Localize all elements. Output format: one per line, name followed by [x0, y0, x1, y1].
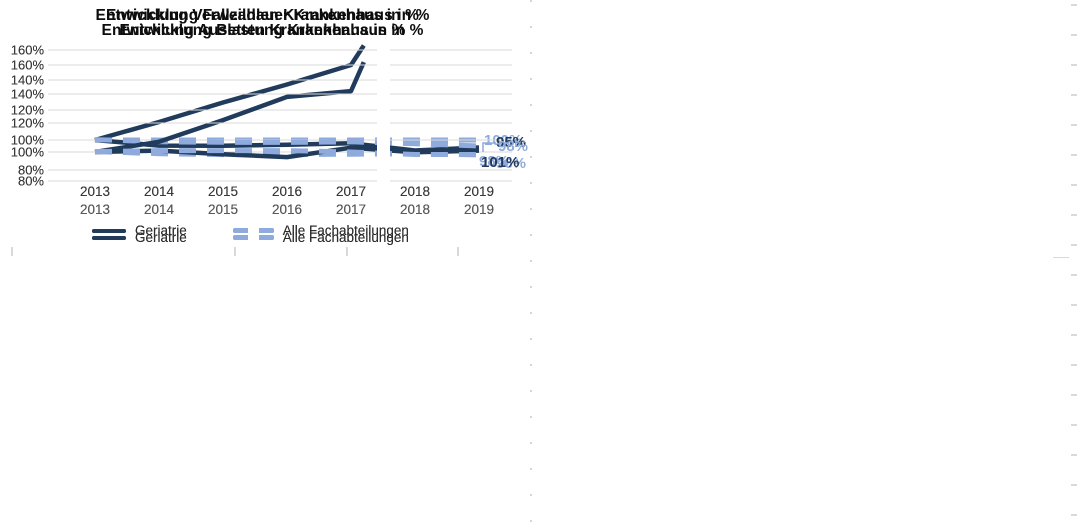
chart-title-betten: Entwicklung Betten Krankenhaus in %	[119, 22, 406, 39]
svg-text:2014: 2014	[144, 184, 175, 199]
alle-fachabteilungen-line-swatch	[232, 228, 274, 233]
svg-text:140%: 140%	[11, 73, 45, 88]
row-border-dash	[1053, 257, 1069, 258]
svg-text:2014: 2014	[144, 184, 175, 199]
svg-text:160%: 160%	[11, 43, 45, 58]
svg-text:2016: 2016	[272, 202, 302, 217]
svg-text:2014: 2014	[144, 202, 175, 217]
legend-label-alle-fachabteilungen: Alle Fachabteilungen	[282, 230, 409, 245]
geriatrie-line-swatch	[92, 235, 126, 240]
svg-text:120%: 120%	[11, 116, 45, 131]
svg-text:140%: 140%	[11, 73, 45, 88]
svg-text:2018: 2018	[400, 184, 430, 199]
svg-text:120%: 120%	[11, 103, 45, 118]
svg-text:2016: 2016	[272, 184, 302, 199]
chart-betten: Entwicklung Betten Krankenhaus in % 160%…	[0, 0, 539, 263]
svg-text:2015: 2015	[208, 202, 238, 217]
chart-legend: Geriatrie Alle Fachabteilungen	[92, 223, 409, 238]
svg-text:140%: 140%	[11, 87, 45, 102]
svg-text:2016: 2016	[272, 202, 302, 217]
svg-text:100%: 100%	[11, 133, 45, 148]
row-border-tick	[457, 247, 459, 256]
svg-text:2019: 2019	[464, 202, 494, 217]
legend-label-geriatrie: Geriatrie	[135, 223, 187, 238]
svg-text:100%: 100%	[11, 145, 45, 160]
svg-text:80%: 80%	[18, 163, 44, 178]
legend-label-alle-fachabteilungen: Alle Fachabteilungen	[282, 230, 409, 245]
svg-text:2017: 2017	[336, 202, 366, 217]
svg-text:140%: 140%	[11, 87, 45, 102]
svg-text:2018: 2018	[400, 202, 430, 217]
svg-text:2018: 2018	[400, 202, 430, 217]
svg-text:2015: 2015	[208, 184, 238, 199]
svg-text:100%: 100%	[11, 133, 45, 148]
legend-label-geriatrie: Geriatrie	[135, 223, 187, 238]
svg-text:80%: 80%	[18, 174, 44, 189]
legend-label-alle-fachabteilungen: Alle Fachabteilungen	[282, 223, 409, 238]
svg-text:2018: 2018	[400, 184, 430, 199]
svg-text:2013: 2013	[80, 184, 110, 199]
svg-text:120%: 120%	[11, 116, 45, 131]
svg-text:2014: 2014	[144, 202, 175, 217]
svg-text:98%: 98%	[498, 138, 528, 155]
chart-verweildauer: Entwicklung Verweildauer Krankenhaus in …	[0, 0, 539, 262]
table-border-dots-right	[1071, 4, 1077, 525]
svg-text:96%: 96%	[496, 155, 526, 172]
chart-auslastung: Entwicklung Auslastung Krankenhaus in % …	[0, 0, 539, 263]
chart-legend: Geriatrie Alle Fachabteilungen	[92, 230, 409, 245]
svg-text:2015: 2015	[208, 184, 238, 199]
svg-text:80%: 80%	[18, 174, 44, 189]
svg-text:120%: 120%	[11, 103, 45, 118]
legend-label-geriatrie: Geriatrie	[135, 230, 187, 245]
svg-text:160%: 160%	[11, 43, 45, 58]
legend-label-geriatrie: Geriatrie	[135, 230, 187, 245]
geriatrie-line-swatch	[92, 228, 126, 233]
chart-title-verweildauer: Entwicklung Verweildauer Krankenhaus in …	[95, 7, 430, 24]
svg-text:2019: 2019	[464, 202, 494, 217]
legend-label-alle-fachabteilungen: Alle Fachabteilungen	[282, 223, 409, 238]
svg-text:160%: 160%	[11, 58, 45, 73]
chart-title-fallzahlen: Entwicklung Fallzahlen Krankenhaus in %	[105, 7, 420, 24]
svg-text:80%: 80%	[18, 163, 44, 178]
row-border-tick	[346, 247, 348, 256]
row-border-tick	[234, 247, 236, 256]
svg-text:2017: 2017	[336, 184, 366, 199]
svg-text:2017: 2017	[336, 184, 366, 199]
svg-text:95%: 95%	[496, 134, 526, 151]
svg-text:160%: 160%	[11, 58, 45, 73]
table-border-dots-middle	[530, 0, 532, 525]
svg-text:2013: 2013	[80, 202, 110, 217]
svg-text:2016: 2016	[272, 184, 302, 199]
chart-title-auslastung: Entwicklung Auslastung Krankenhaus in %	[101, 22, 424, 39]
svg-text:2017: 2017	[336, 202, 366, 217]
svg-text:2015: 2015	[208, 202, 238, 217]
svg-text:2013: 2013	[80, 184, 110, 199]
svg-text:2019: 2019	[464, 184, 494, 199]
svg-text:2019: 2019	[464, 184, 494, 199]
row-border-tick	[11, 247, 13, 256]
svg-text:100%: 100%	[11, 145, 45, 160]
svg-text:98%: 98%	[479, 153, 509, 170]
auslastung-plot-area: 160%140%120%100%80%2013 2014 2015 2016 2017 2…	[11, 52, 528, 217]
svg-text:2013: 2013	[80, 202, 110, 217]
alle-fachabteilungen-line-swatch	[232, 235, 274, 240]
svg-text:101%: 101%	[481, 154, 519, 171]
